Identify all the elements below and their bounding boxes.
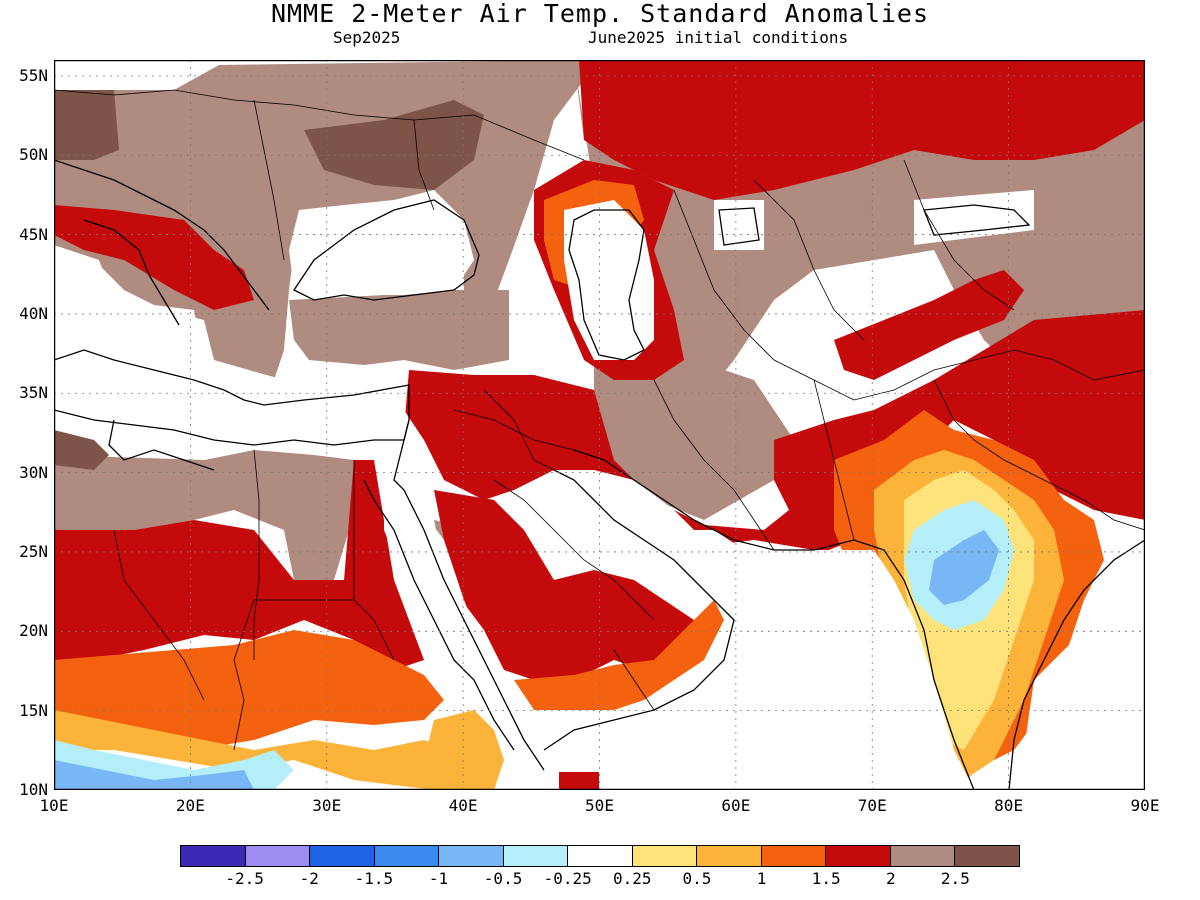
forecast-month: Sep2025: [333, 28, 401, 47]
lon-tick-label: 30E: [312, 796, 342, 815]
anomaly-region-blue-sahel: [54, 760, 254, 790]
lon-tick-label: 80E: [994, 796, 1024, 815]
anomaly-region-blue-india: [929, 530, 999, 605]
lat-tick-label: 30N: [19, 462, 48, 482]
legend-swatch: [826, 846, 891, 866]
color-legend: [180, 845, 1020, 867]
legend-swatch: [503, 846, 569, 866]
lon-tick-label: 50E: [585, 796, 614, 815]
anomaly-region-white-mediterranean: [54, 260, 409, 460]
lat-tick-label: 50N: [19, 145, 48, 165]
anomaly-region-white-redsea: [384, 490, 524, 720]
lon-tick-label: 60E: [721, 796, 751, 815]
anomaly-region-red-middle-east: [404, 310, 1145, 560]
legend-swatch: [632, 846, 698, 866]
anomaly-region-white-bay-of-bengal: [1014, 590, 1145, 790]
anomaly-map: [54, 60, 1145, 790]
anomaly-region-red-somalia: [559, 772, 599, 790]
lat-tick-label: 40N: [19, 303, 48, 323]
legend-swatch: [890, 846, 956, 866]
anomaly-region-red-himalaya: [834, 270, 1024, 380]
lat-tick-label: 20N: [19, 621, 48, 641]
lon-tick-label: 70E: [857, 796, 887, 815]
anomaly-region-white-aral: [714, 200, 764, 250]
lat-tick-label: 25N: [19, 541, 48, 561]
legend-swatch: [955, 846, 1019, 866]
anomaly-region-brown-turkey: [289, 290, 509, 370]
anomaly-region-red-arabia: [434, 490, 694, 680]
anomaly-region-red-sahel: [54, 460, 424, 670]
map-frame: [54, 60, 1145, 790]
anomaly-region-brown-dark-1: [54, 90, 119, 160]
legend-swatch: [245, 846, 311, 866]
legend-tick-label: -1.5: [354, 869, 394, 888]
legend-swatch: [761, 846, 827, 866]
lat-tick-label: 15N: [19, 700, 48, 720]
map-canvas: [54, 60, 1145, 790]
anomaly-region-white-balkhash: [914, 190, 1034, 245]
anomaly-region-brown-dark-3: [54, 425, 109, 470]
initial-conditions: June2025 initial conditions: [588, 28, 849, 47]
legend-swatch: [697, 846, 762, 866]
anomaly-region-red-balkans: [54, 205, 254, 310]
legend-swatch: [568, 846, 633, 866]
legend-tick-label: 2.5: [940, 869, 970, 888]
anomaly-region-amber-horn: [424, 710, 504, 790]
legend-swatch: [181, 846, 246, 866]
anomaly-region-amber-sahel: [54, 710, 474, 790]
map-title: NMME 2-Meter Air Temp. Standard Anomalie…: [270, 0, 930, 28]
lat-tick-label: 10N: [19, 780, 48, 799]
lat-tick-label: 55N: [19, 65, 48, 85]
country-borders: [54, 89, 1145, 751]
legend-swatch: [374, 846, 440, 866]
coastlines: [54, 159, 1145, 790]
legend-tick-label: -2.5: [225, 869, 264, 888]
legend-tick-label: -2: [299, 869, 319, 888]
grid-lines: [54, 60, 1145, 790]
legend-tick-label: 0.25: [613, 869, 652, 888]
anomaly-region-brown-sahara: [54, 450, 354, 580]
lat-tick-label: 35N: [19, 383, 48, 403]
lon-tick-label: 40E: [448, 796, 478, 815]
legend-tick-label: -0.25: [543, 869, 592, 888]
legend-swatch: [310, 846, 375, 866]
lon-tick-label: 20E: [175, 796, 205, 815]
anomaly-region-white-arabian-sea: [614, 540, 974, 790]
lon-tick-label: 10E: [39, 796, 69, 815]
anomaly-region-white-persian-gulf: [594, 470, 704, 550]
anomaly-region-orange-sahel: [54, 630, 444, 750]
anomaly-region-orange-yemen: [514, 600, 724, 710]
lat-tick-label: 45N: [19, 224, 48, 244]
legend-tick-label: 1.5: [811, 869, 841, 888]
anomaly-region-red-siberia: [579, 60, 1145, 200]
legend-tick-label: 0.5: [682, 869, 712, 888]
legend-tick-label: -1: [428, 869, 449, 888]
anomaly-region-brown-dark-2: [304, 100, 484, 190]
lon-tick-label: 90E: [1130, 796, 1160, 815]
legend-swatch: [439, 846, 504, 866]
anomaly-region-white-blacksea: [289, 190, 474, 300]
legend-tick-label: 2: [885, 869, 896, 888]
anomaly-region-white-caspian: [564, 200, 654, 360]
legend-tick-label: -0.5: [483, 869, 523, 888]
legend-tick-label: 1: [756, 869, 767, 888]
